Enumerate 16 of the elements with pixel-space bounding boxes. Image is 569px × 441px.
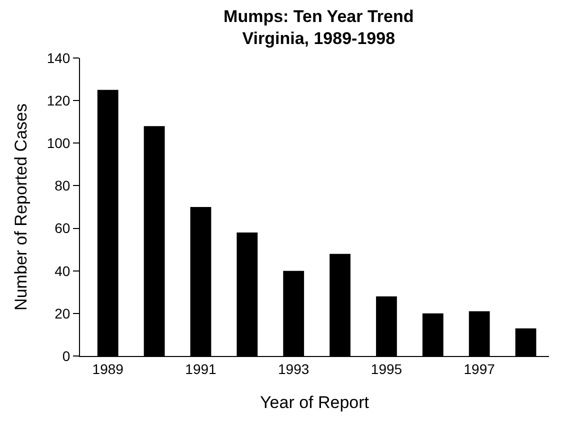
y-tick-label: 60 [54, 220, 70, 236]
x-tick-label: 1991 [185, 360, 217, 377]
y-tick-label: 100 [46, 135, 70, 152]
y-tick-label: 40 [54, 262, 70, 279]
y-tick-label: 140 [46, 50, 70, 66]
y-axis-title: Number of Reported Cases [11, 104, 30, 310]
x-tick-label: 1989 [92, 360, 124, 377]
y-tick-label: 0 [62, 348, 70, 364]
y-tick-label: 20 [54, 305, 70, 322]
x-tick-label: 1997 [464, 360, 496, 377]
x-tick-label: 1993 [278, 360, 310, 377]
x-tick-label: 1995 [370, 360, 402, 377]
y-tick-label: 120 [46, 92, 70, 108]
x-axis-title: Year of Report [260, 393, 370, 412]
y-tick-label: 80 [54, 178, 70, 194]
chart-title: Mumps: Ten Year Trend Virginia, 1989-1998 [224, 7, 414, 48]
